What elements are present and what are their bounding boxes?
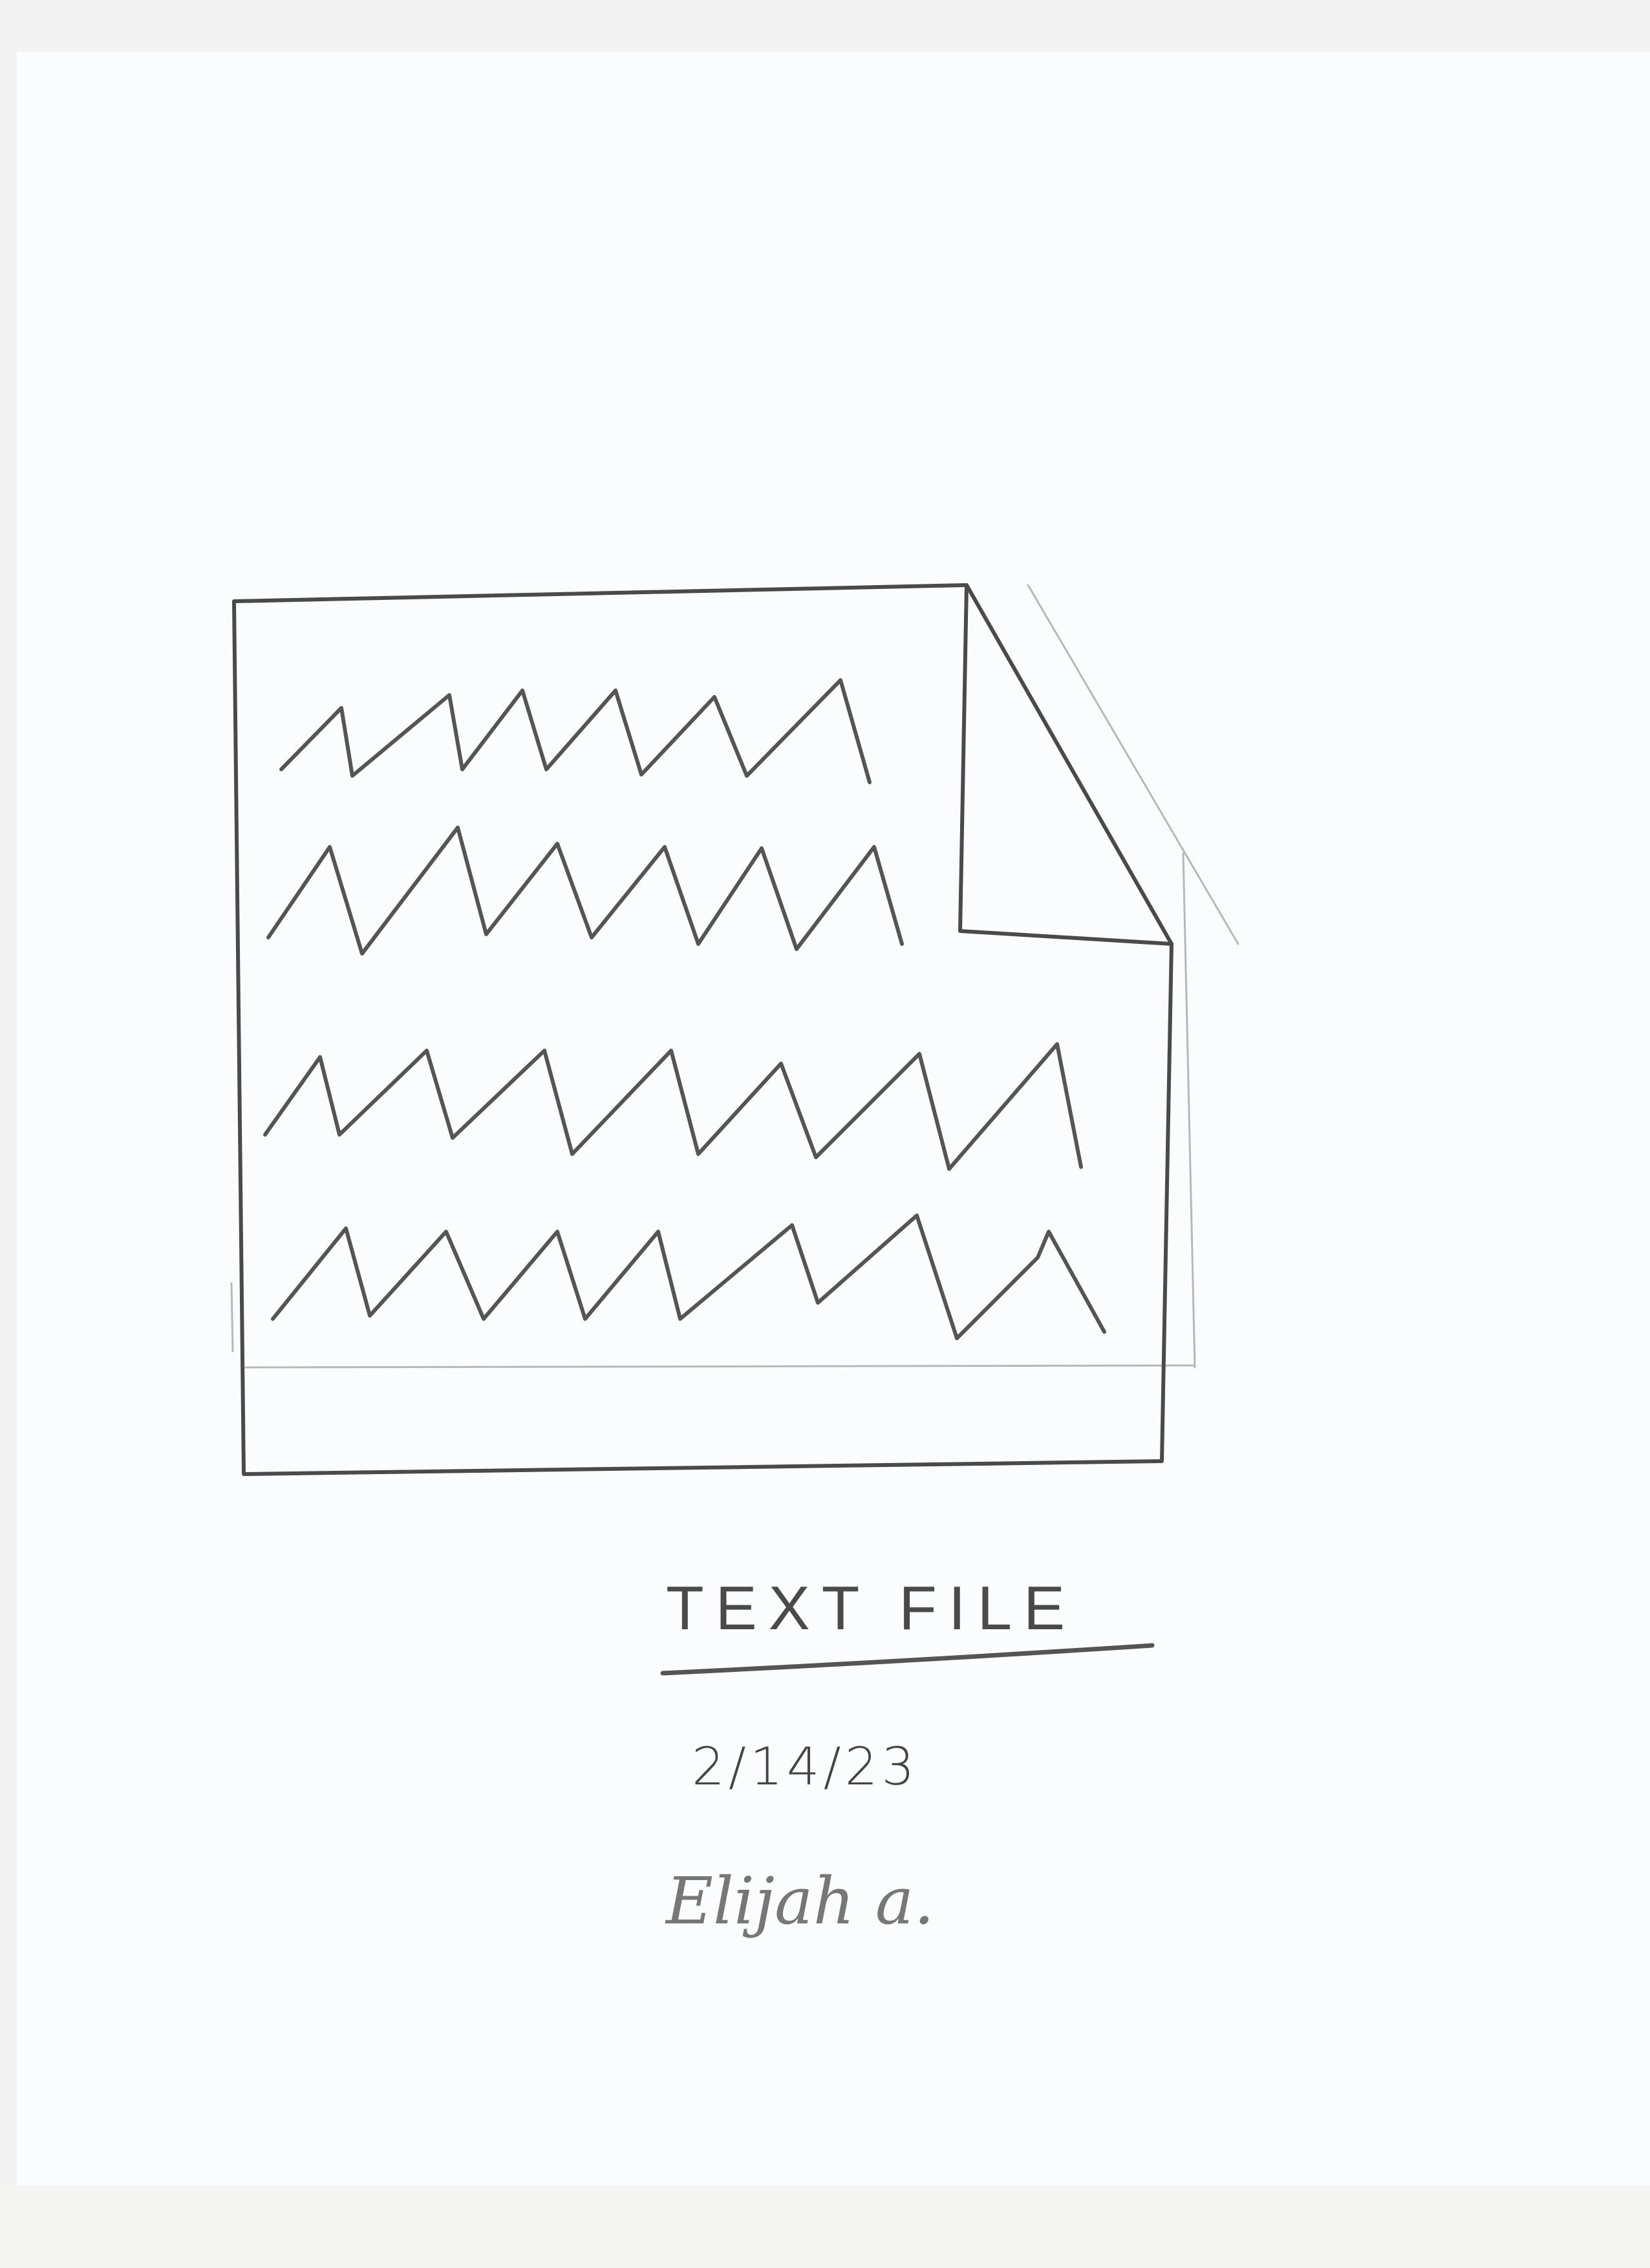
faint-guide-lines [230, 584, 1239, 1369]
squiggle-line-3 [263, 1042, 1083, 1171]
faint-bottom-line [244, 1364, 1196, 1369]
date-label: 2/14/23 [692, 1737, 918, 1797]
squiggle-line-4 [271, 1214, 1106, 1340]
folded-corner [958, 583, 1173, 946]
squiggle-line-2 [266, 826, 904, 956]
squiggle-lines [263, 678, 1106, 1340]
caption-title: TEXT FILE [666, 1574, 1077, 1643]
document-outline [232, 583, 1173, 1476]
document-icon [232, 583, 1173, 1476]
signature: Elijah a. [665, 1863, 934, 1939]
paper-sheet [17, 52, 1650, 2185]
scan-bottom-band [0, 2185, 1650, 2268]
faint-diagonal-line [1027, 584, 1239, 945]
caption-underline [660, 1643, 1155, 1676]
faint-right-edge-line [1182, 852, 1196, 1369]
squiggle-line-1 [279, 678, 872, 784]
faint-left-tick [230, 1282, 234, 1353]
